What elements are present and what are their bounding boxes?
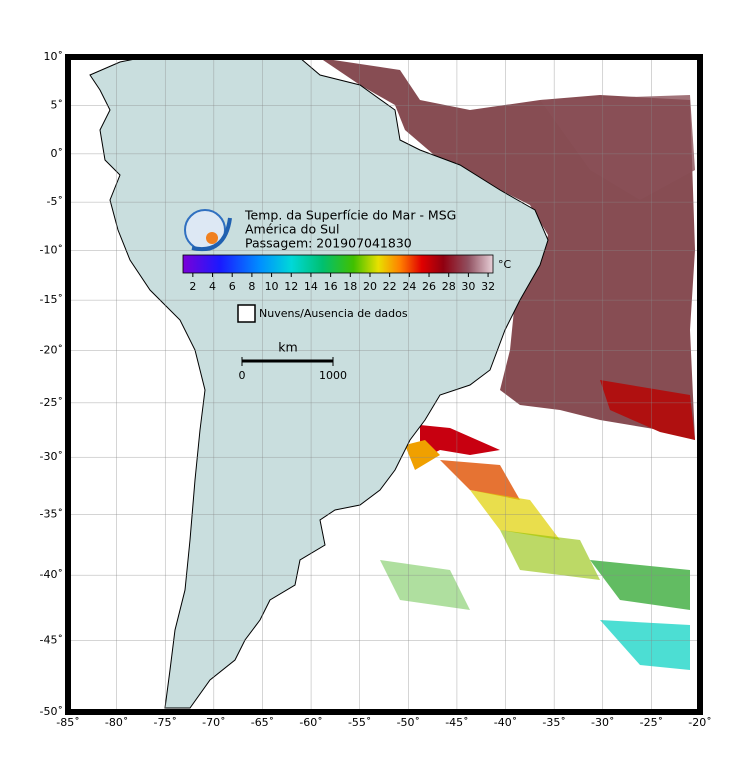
colorbar-tick-label: 22 (383, 280, 397, 293)
lat-tick-label: -50˚ (40, 705, 63, 718)
scale-tick-label: 0 (239, 369, 246, 382)
colorbar-tick-label: 6 (229, 280, 236, 293)
map-frame (65, 54, 703, 715)
lon-tick-label: -35˚ (542, 716, 565, 729)
colorbar (182, 254, 494, 274)
colorbar-tick-label: 2 (189, 280, 196, 293)
lat-tick-label: -20˚ (40, 344, 63, 357)
colorbar-tick-label: 14 (304, 280, 318, 293)
lat-tick-label: -15˚ (40, 293, 63, 306)
colorbar-tick-label: 4 (209, 280, 216, 293)
colorbar-tick-label: 28 (442, 280, 456, 293)
lon-tick-label: -85˚ (56, 716, 79, 729)
lon-tick-label: -20˚ (688, 716, 711, 729)
colorbar-tick-label: 24 (402, 280, 416, 293)
lon-tick-label: -70˚ (202, 716, 225, 729)
scale-tick-label: 1000 (319, 369, 347, 382)
lat-tick-label: -10˚ (40, 244, 63, 257)
lon-tick-label: -60˚ (299, 716, 322, 729)
region: América do Sul (245, 222, 339, 237)
lat-tick-label: -30˚ (40, 450, 63, 463)
legend-swatch (237, 304, 256, 323)
lon-tick-label: -55˚ (348, 716, 371, 729)
lon-tick-label: -25˚ (640, 716, 663, 729)
legend-label: Nuvens/Ausencia de dados (259, 307, 408, 320)
lat-tick-label: 10˚ (44, 50, 64, 63)
lat-tick-label: 5˚ (51, 99, 64, 112)
pass-time: Passagem: 201907041830 (245, 236, 412, 251)
lon-tick-label: -40˚ (494, 716, 517, 729)
scale-unit: km (278, 340, 297, 355)
sst-field (320, 58, 695, 670)
graticule (67, 56, 701, 713)
lon-tick-label: -30˚ (591, 716, 614, 729)
lat-tick-label: -25˚ (40, 396, 63, 409)
lon-tick-label: -50˚ (397, 716, 420, 729)
lon-tick-label: -45˚ (445, 716, 468, 729)
colorbar-tick-label: 18 (343, 280, 357, 293)
colorbar-tick-label: 16 (324, 280, 338, 293)
lon-tick-label: -80˚ (105, 716, 128, 729)
colorbar-tick-label: 26 (422, 280, 436, 293)
colorbar-tick-label: 8 (248, 280, 255, 293)
lat-tick-label: -45˚ (40, 634, 63, 647)
colorbar-tick-label: 32 (481, 280, 495, 293)
colorbar-tick-label: 30 (461, 280, 475, 293)
lat-tick-label: -40˚ (40, 568, 63, 581)
lat-tick-label: 0˚ (51, 147, 64, 160)
colorbar-unit: °C (498, 258, 512, 271)
colorbar-tick-label: 12 (284, 280, 298, 293)
lat-tick-label: -35˚ (40, 507, 63, 520)
colorbar-tick-label: 10 (265, 280, 279, 293)
lon-tick-label: -75˚ (153, 716, 176, 729)
colorbar-tick-label: 20 (363, 280, 377, 293)
lon-tick-label: -65˚ (251, 716, 274, 729)
title: Temp. da Superfície do Mar - MSG (244, 208, 456, 223)
lat-tick-label: -5˚ (47, 195, 63, 208)
logo (184, 209, 232, 252)
